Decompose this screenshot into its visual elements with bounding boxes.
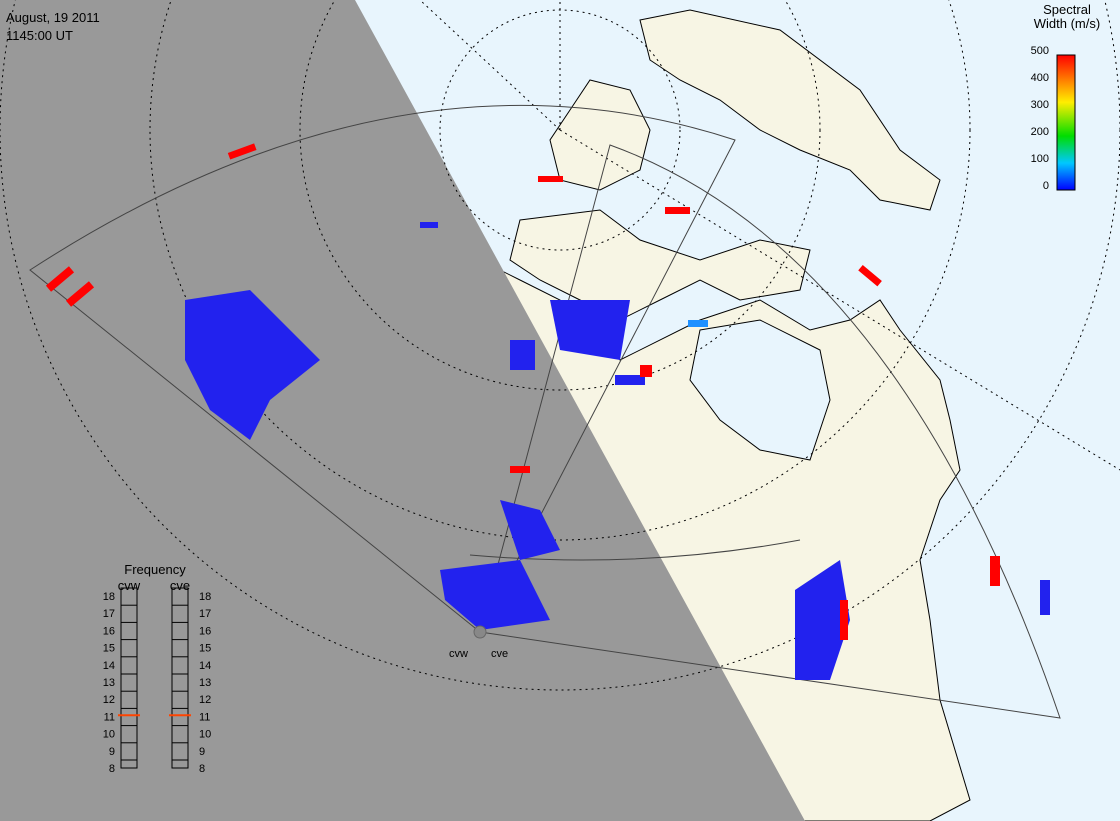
colorbar-tick-label: 200 xyxy=(1031,126,1049,138)
date: August, 19 2011 xyxy=(6,10,100,25)
colorbar-tick-label: 0 xyxy=(1043,180,1049,192)
frequency-tick-label: 15 xyxy=(103,643,115,655)
scatter-cells xyxy=(45,143,1050,680)
frequency-tick-label: 12 xyxy=(199,694,211,706)
frequency-tick-label: 14 xyxy=(199,660,211,672)
frequency-tick-label: 16 xyxy=(103,625,115,637)
time: 1145:00 UT xyxy=(6,28,73,43)
frequency-tick-label: 9 xyxy=(199,746,205,758)
colorbar-tick-label: 500 xyxy=(1031,45,1049,57)
radar-label: cve xyxy=(491,648,508,660)
colorbar-tick-label: 400 xyxy=(1031,72,1049,84)
frequency-tick-label: 15 xyxy=(199,643,211,655)
frequency-tick-label: 9 xyxy=(109,746,115,758)
frequency-tick-label: 18 xyxy=(103,591,115,603)
frequency-tick-label: 13 xyxy=(103,677,115,689)
radar-site xyxy=(473,625,487,639)
night-region xyxy=(0,0,805,821)
frequency-tick-label: 11 xyxy=(104,711,115,723)
frequency-tick-label: 10 xyxy=(199,729,211,741)
colorbar xyxy=(1056,54,1076,191)
frequency-tick-label: 13 xyxy=(199,677,211,689)
colorbar-tick-label: 100 xyxy=(1031,153,1049,165)
radar-name: cve xyxy=(170,578,190,593)
colorbar-tick-label: 300 xyxy=(1031,99,1049,111)
frequency-title: Frequency xyxy=(124,562,186,577)
frequency-tick-label: 18 xyxy=(199,591,211,603)
frequency-tick-label: 17 xyxy=(199,608,211,620)
frequency-tick-label: 11 xyxy=(199,711,210,723)
frequency-tick-label: 12 xyxy=(103,694,115,706)
latitude-circles xyxy=(0,0,1120,691)
colorbar-title: Spectral xyxy=(1043,2,1091,17)
frequency-tick-label: 8 xyxy=(199,763,205,775)
frequency-tick-label: 8 xyxy=(109,763,115,775)
frequency-tick-label: 10 xyxy=(103,729,115,741)
radar-fov xyxy=(29,104,1061,719)
frequency-tick-label: 14 xyxy=(103,660,115,672)
colorbar-title: Width (m/s) xyxy=(1034,16,1100,31)
radar-name: cvw xyxy=(118,578,141,593)
radar-label: cvw xyxy=(449,648,468,660)
hudson-bay xyxy=(689,319,831,461)
frequency-tick-label: 17 xyxy=(103,608,115,620)
frequency-tick-label: 16 xyxy=(199,625,211,637)
